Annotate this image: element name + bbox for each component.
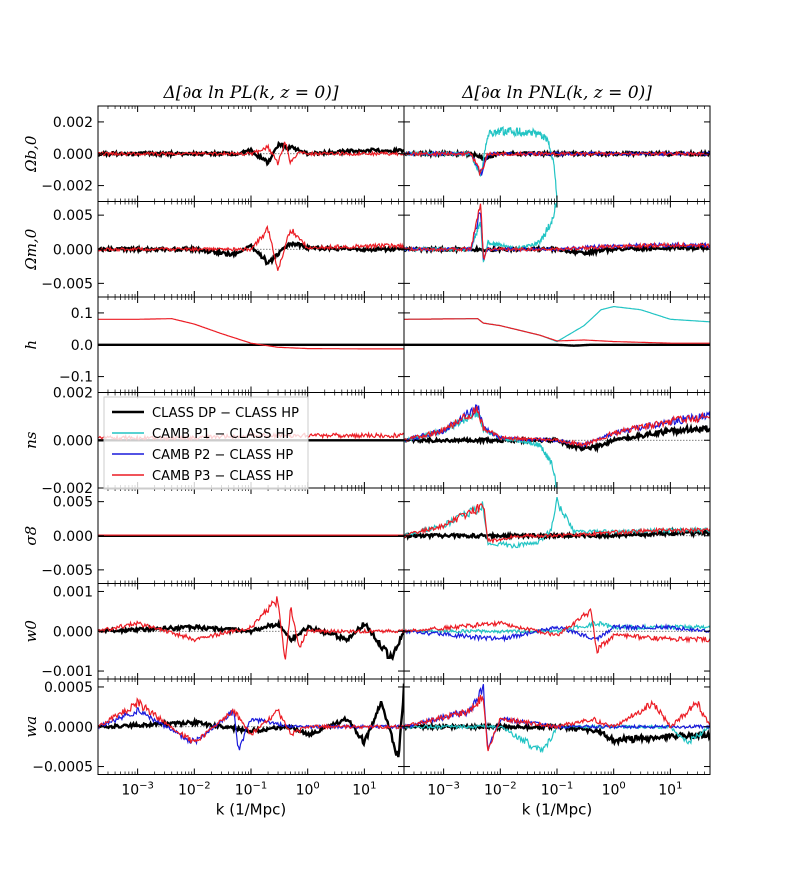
x-tick-label: 10−2 [484, 781, 517, 799]
series-line [404, 306, 710, 343]
x-tick-label: 101 [352, 781, 376, 799]
series-line [98, 707, 404, 751]
column-title: Δ[∂α ln PNL(k, z = 0)] [461, 83, 652, 103]
series-line [404, 607, 710, 654]
y-tick-label: 0.0005 [44, 680, 93, 696]
y-tick-label: 0.005 [53, 208, 93, 224]
y-axis-label: Ωb,0 [22, 135, 40, 173]
y-axis-label: wa [22, 716, 40, 738]
y-tick-label: 0.005 [53, 495, 93, 511]
panel-6-1 [403, 678, 711, 775]
y-tick-label: 0.000 [53, 529, 93, 545]
y-tick-label: 0.1 [71, 306, 93, 322]
series-line [98, 596, 404, 660]
series-line [404, 203, 710, 261]
panel-2-1 [403, 296, 711, 393]
series-line [404, 406, 710, 449]
panel-0-1 [403, 105, 711, 202]
x-tick-label: 100 [296, 781, 320, 799]
series-line [404, 623, 710, 643]
x-tick-label: 10−1 [541, 781, 574, 799]
panel-6-0: −0.0005 0.0000 0.0005 [32, 678, 405, 776]
y-tick-label: 0.001 [53, 584, 93, 600]
legend-label: CLASS DP − CLASS HP [152, 406, 299, 421]
panel-4-0: −0.005 0.000 0.005 [41, 487, 405, 584]
x-tick-label: 10−1 [235, 781, 268, 799]
x-tick-label: 10−2 [178, 781, 211, 799]
column-titles: Δ[∂α ln PL(k, z = 0)] Δ[∂α ln PNL(k, z = … [163, 83, 653, 103]
panel-4-1 [403, 487, 711, 584]
series-line [98, 317, 404, 350]
series-line [404, 694, 710, 752]
x-tick-label: 10−3 [427, 781, 460, 799]
y-tick-label: −0.002 [41, 179, 93, 195]
y-tick-label: 0.000 [53, 242, 93, 258]
y-axis-label: σ8 [22, 526, 40, 546]
y-tick-label: −0.005 [41, 563, 93, 579]
legend-label: CAMB P1 − CLASS HP [152, 427, 293, 442]
x-axis-labels: 10−3 10−2 10−1 100 101 k (1/Mpc) 10−3 10−2 10−1 1… [121, 781, 682, 819]
y-tick-label: 0.000 [53, 433, 93, 449]
y-tick-label: −0.002 [41, 481, 93, 497]
y-tick-label: 0.002 [53, 386, 93, 402]
x-axis-label: k (1/Mpc) [216, 801, 286, 819]
panel-2-0: −0.1 0.0 0.1 [59, 296, 405, 393]
y-tick-label: −0.001 [41, 664, 93, 680]
column-title: Δ[∂α ln PL(k, z = 0)] [163, 83, 339, 103]
panel-1-0: −0.005 0.000 0.005 [41, 201, 405, 298]
y-tick-label: 0.000 [53, 624, 93, 640]
panel-5-0: −0.001 0.000 0.001 [41, 583, 405, 680]
y-tick-label: 0.0 [71, 338, 93, 354]
y-axis-label: ns [22, 431, 40, 449]
x-tick-label: 100 [602, 781, 626, 799]
y-axis-label: Ωm,0 [22, 228, 40, 270]
x-axis-label: k (1/Mpc) [522, 801, 592, 819]
panel-3-1 [403, 392, 711, 489]
y-tick-label: 0.002 [53, 115, 93, 131]
legend: CLASS DP − CLASS HP CAMB P1 − CLASS HP CAM… [103, 396, 309, 490]
y-axis-label: h [22, 340, 40, 350]
series-line [98, 224, 404, 271]
y-tick-label: 0.0000 [44, 720, 93, 736]
y-axis-label: w0 [22, 620, 40, 643]
legend-label: CAMB P2 − CLASS HP [152, 448, 293, 463]
y-tick-label: −0.1 [59, 370, 93, 386]
panel-0-0: −0.002 0.000 0.002 [41, 105, 405, 202]
series-line [98, 697, 404, 744]
series-line [404, 125, 558, 202]
series-line [404, 317, 710, 344]
y-tick-label: 0.000 [53, 147, 93, 163]
panel-5-1 [403, 583, 711, 680]
x-tick-label: 10−3 [121, 781, 154, 799]
panel-1-1 [403, 201, 711, 298]
legend-label: CAMB P3 − CLASS HP [152, 469, 293, 484]
series-line [404, 422, 710, 454]
series-line [98, 141, 404, 166]
series-line [404, 150, 710, 177]
series-line [404, 684, 710, 751]
series-line [404, 526, 710, 542]
panel-grid: −0.0020.0000.002−0.0050.0000.005−0.10.00… [32, 105, 711, 776]
series-line [404, 503, 710, 545]
y-axis-labels: Ωb,0 Ωm,0 h ns σ8 w0 wa [22, 135, 40, 738]
series-line [404, 343, 710, 347]
y-tick-label: −0.0005 [32, 760, 93, 776]
series-line [98, 618, 404, 661]
x-tick-label: 101 [658, 781, 682, 799]
y-tick-label: −0.005 [41, 276, 93, 292]
